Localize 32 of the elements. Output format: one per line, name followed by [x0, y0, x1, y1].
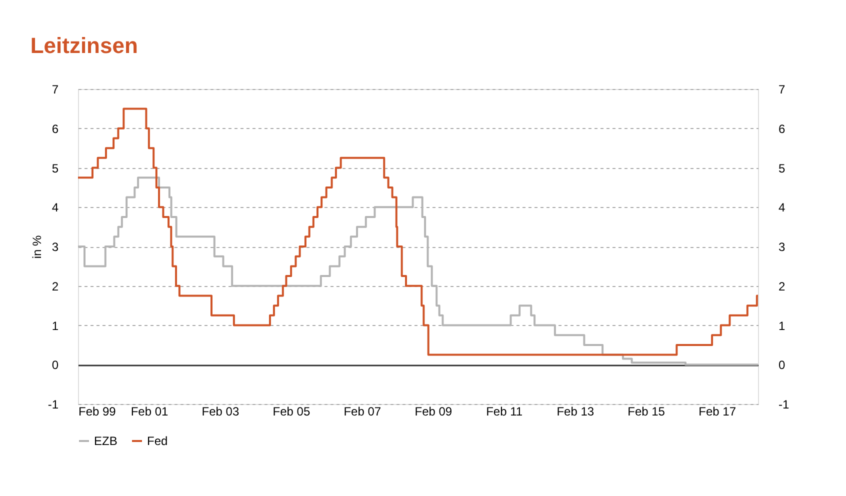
- y-tick-label: 5: [52, 161, 59, 176]
- legend-label: Fed: [147, 434, 168, 448]
- x-tick-label: Feb 01: [130, 404, 169, 418]
- legend-label: EZB: [94, 434, 118, 448]
- y2-tick-label: 1: [778, 318, 786, 333]
- y-tick-label: 6: [52, 122, 59, 136]
- x-tick-label: Feb 05: [272, 404, 310, 418]
- x-tick-label: Feb 17: [698, 404, 736, 418]
- chart-title: Leitzinsen: [30, 33, 138, 58]
- y2-tick-label: 2: [778, 279, 786, 294]
- x-tick-label: Feb 13: [556, 404, 594, 418]
- y-tick-label: 4: [52, 200, 59, 215]
- y2-tick-label: 7: [778, 82, 786, 96]
- x-tick-label: Feb 09: [414, 404, 452, 418]
- y-tick-label: 1: [52, 318, 59, 333]
- x-tick-label: Feb 03: [202, 404, 240, 418]
- y2-tick-label: 4: [778, 200, 786, 215]
- y-tick-label: 7: [52, 82, 59, 96]
- y2-tick-label: -1: [778, 398, 790, 412]
- y-tick-label: -1: [48, 398, 59, 412]
- y-axis-title: in %: [30, 235, 44, 259]
- y-tick-label: 2: [52, 279, 59, 294]
- x-tick-label: Feb 99: [78, 404, 116, 418]
- y2-tick-label: 3: [778, 240, 786, 254]
- y-tick-label: 0: [52, 358, 59, 372]
- y-tick-label: 3: [52, 240, 59, 254]
- x-tick-label: Feb 15: [628, 404, 666, 418]
- y2-tick-label: 0: [778, 358, 786, 372]
- x-tick-label: Feb 07: [344, 404, 382, 418]
- y2-tick-label: 6: [778, 122, 786, 136]
- x-tick-label: Feb 11: [486, 404, 523, 418]
- y2-tick-label: 5: [778, 161, 786, 176]
